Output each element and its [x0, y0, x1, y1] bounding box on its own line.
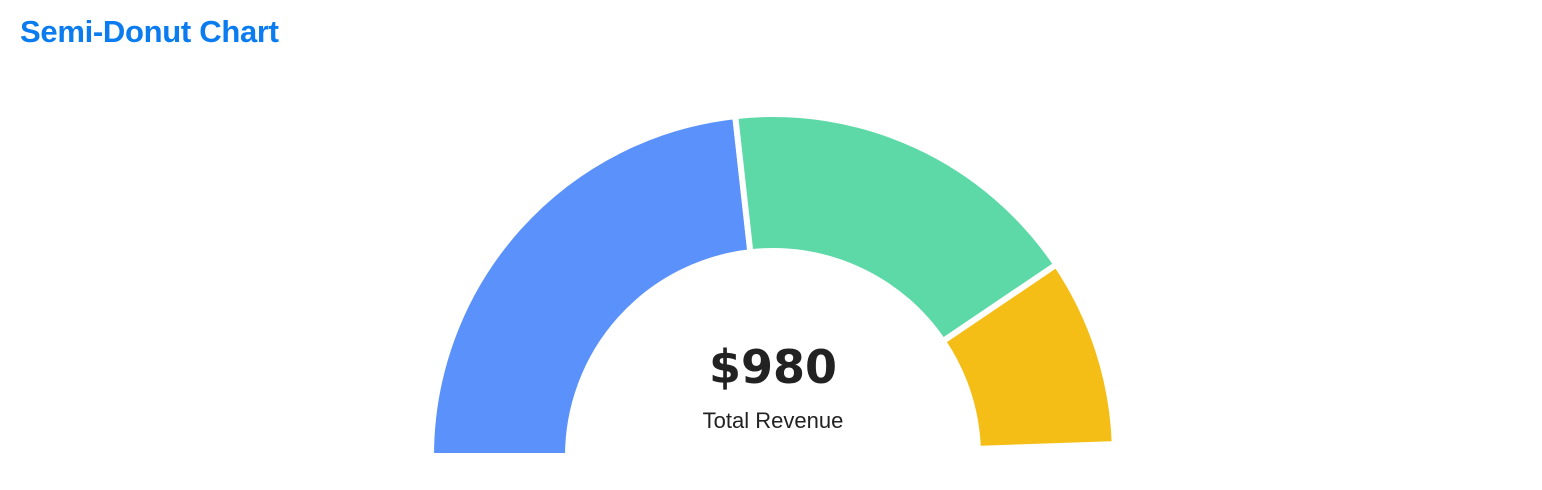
- center-label: Total Revenue: [703, 408, 844, 433]
- center-value: $980: [709, 340, 837, 394]
- page-title: Semi-Donut Chart: [20, 14, 279, 49]
- donut-slice-1[interactable]: [427, 112, 754, 459]
- slices-group: [427, 111, 1118, 459]
- donut-slice-2[interactable]: [731, 111, 1061, 346]
- donut-slice-3[interactable]: [938, 260, 1118, 452]
